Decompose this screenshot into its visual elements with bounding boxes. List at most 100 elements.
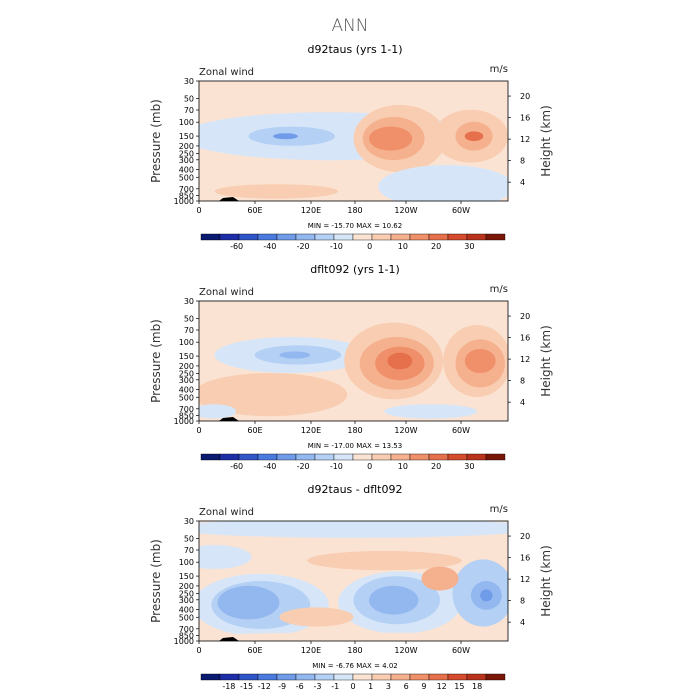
y-axis-label: Pressure (mb) [149, 319, 163, 403]
axes: 0 60E 120E 180 120W 60W3050701001502002503004… [149, 297, 553, 435]
contour-region-positive [368, 126, 413, 151]
y-tick-label: 100 [179, 118, 194, 127]
colorbar-label: 0 [367, 242, 372, 251]
colorbar-swatch [200, 233, 221, 241]
y-axis-label: Pressure (mb) [149, 99, 163, 183]
colorbar-label: 3 [386, 682, 391, 691]
colorbar-swatch [428, 453, 449, 461]
colorbar-label: 6 [404, 682, 409, 691]
colorbar-swatch [238, 233, 259, 241]
colorbar-label: 20 [431, 462, 441, 471]
panel-3: d92taus - dflt092 Zonal wind m/s 0 60E 120… [149, 483, 553, 691]
y-tick-label: 30 [184, 297, 194, 306]
y2-tick-label: 8 [520, 377, 525, 386]
y2-axis-label: Height (km) [539, 325, 553, 396]
colorbar-swatch [409, 453, 430, 461]
y2-tick-label: 4 [520, 398, 525, 407]
colorbar-label: -6 [296, 682, 304, 691]
y-tick-label: 1000 [174, 417, 194, 426]
min-max-stats: MIN = -17.00 MAX = 13.53 [308, 442, 402, 450]
y2-tick-label: 12 [520, 135, 530, 144]
figure-title: ANN [331, 16, 368, 36]
y-tick-label: 50 [184, 314, 194, 323]
colorbar-swatch [409, 233, 430, 241]
x-tick-label: 60W [452, 426, 470, 435]
y2-tick-label: 20 [520, 92, 530, 101]
x-tick-label: 180 [347, 646, 362, 655]
y2-tick-label: 8 [520, 157, 525, 166]
colorbar-swatch [428, 673, 449, 681]
y-tick-label: 200 [179, 142, 194, 151]
colorbar-swatch [466, 233, 487, 241]
y-tick-label: 400 [179, 386, 194, 395]
colorbar-swatch [485, 453, 506, 461]
colorbar: -60 -40 -20 -10 0 10 20 30 [200, 453, 506, 471]
contour-region-positive [464, 349, 496, 373]
colorbar-swatch [257, 233, 278, 241]
y2-tick-label: 16 [520, 554, 530, 563]
y-tick-label: 500 [179, 393, 194, 402]
colorbar-swatch [333, 673, 354, 681]
y-tick-label: 250 [179, 590, 194, 599]
colorbar-swatch [390, 453, 411, 461]
colorbar-swatch [409, 673, 430, 681]
colorbar-swatch [390, 233, 411, 241]
contour-region-negative [378, 165, 508, 201]
colorbar-swatch [333, 233, 354, 241]
panel-1: d92taus (yrs 1-1) Zonal wind m/s 0 60E 120… [149, 43, 553, 251]
x-tick-label: 60E [247, 646, 262, 655]
colorbar-swatch [276, 233, 297, 241]
y-tick-label: 300 [179, 596, 194, 605]
contour-field [199, 81, 508, 201]
contour-region-negative [217, 585, 280, 620]
y-tick-label: 300 [179, 156, 194, 165]
plot-frame [198, 300, 509, 422]
topography [219, 417, 239, 421]
y-tick-label: 30 [184, 77, 194, 86]
y2-tick-label: 20 [520, 312, 530, 321]
contour-region-negative [384, 404, 478, 419]
x-tick-label: 120E [301, 206, 321, 215]
plot-frame [198, 520, 509, 642]
min-max-stats: MIN = -15.70 MAX = 10.62 [308, 222, 402, 230]
colorbar-swatch [314, 453, 335, 461]
x-tick-label: 60E [247, 206, 262, 215]
colorbar-label: -40 [263, 242, 276, 251]
y-tick-label: 850 [179, 411, 194, 420]
y-tick-label: 500 [179, 613, 194, 622]
panel-title: d92taus (yrs 1-1) [307, 43, 402, 56]
y-tick-label: 100 [179, 558, 194, 567]
axes: 0 60E 120E 180 120W 60W3050701001502002503004… [149, 517, 553, 655]
y-axis-label: Pressure (mb) [149, 539, 163, 623]
colorbar-swatch [219, 453, 240, 461]
colorbar-swatch [314, 233, 335, 241]
variable-label: Zonal wind [199, 67, 254, 78]
colorbar-label: 9 [421, 682, 426, 691]
colorbar-label: 10 [398, 242, 408, 251]
panel-title: dflt092 (yrs 1-1) [310, 263, 400, 276]
units-label: m/s [490, 64, 508, 75]
y-tick-label: 700 [179, 185, 194, 194]
contour-region-positive [421, 566, 459, 591]
colorbar-label: -12 [258, 682, 271, 691]
colorbar-label: 18 [472, 682, 482, 691]
colorbar-swatch [295, 233, 316, 241]
contour-region-positive [307, 551, 462, 571]
y-tick-label: 250 [179, 370, 194, 379]
colorbar-swatch [276, 453, 297, 461]
y2-tick-label: 4 [520, 178, 525, 187]
colorbar-swatch [333, 453, 354, 461]
x-tick-label: 120E [301, 426, 321, 435]
units-label: m/s [490, 284, 508, 295]
y-tick-label: 250 [179, 150, 194, 159]
x-tick-label: 60W [452, 646, 470, 655]
colorbar-swatch [257, 673, 278, 681]
colorbar-label: 1 [368, 682, 373, 691]
y-tick-label: 150 [179, 352, 194, 361]
colorbar-label: 12 [437, 682, 447, 691]
colorbar-label: -60 [230, 462, 243, 471]
colorbar-swatch [447, 453, 468, 461]
y-tick-label: 400 [179, 166, 194, 175]
colorbar-label: -60 [230, 242, 243, 251]
contour-field [199, 301, 508, 421]
